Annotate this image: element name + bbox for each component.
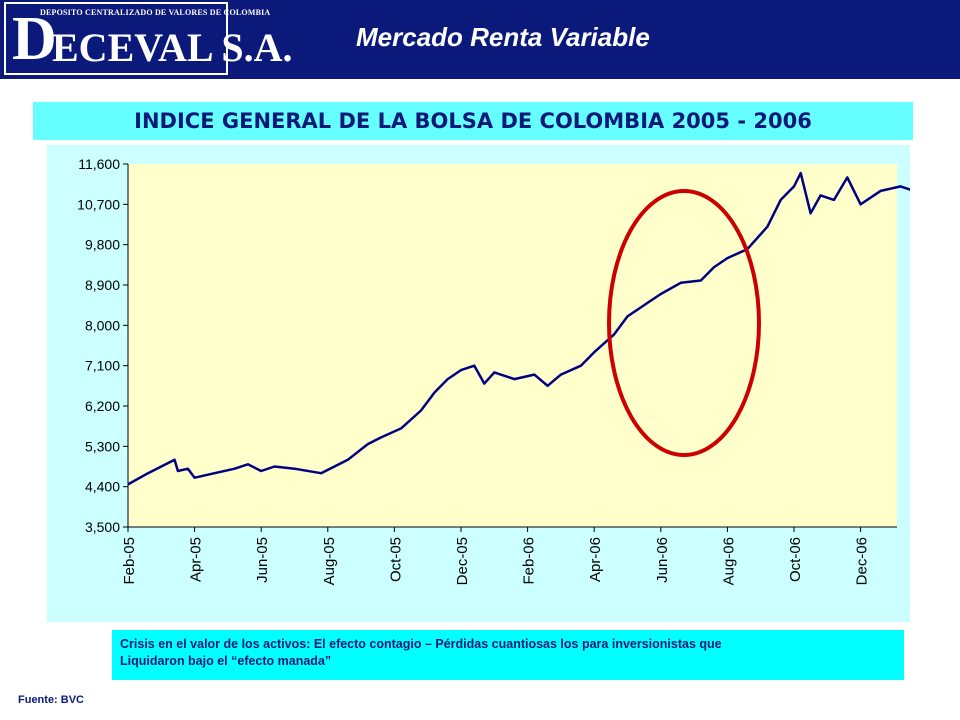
x-tick-label: Feb-06 xyxy=(521,537,538,585)
y-tick-label: 4,400 xyxy=(85,479,120,495)
chart-title-bar: INDICE GENERAL DE LA BOLSA DE COLOMBIA 2… xyxy=(33,102,913,140)
plot-area xyxy=(128,164,897,527)
x-tick-label: Dec-06 xyxy=(854,537,871,585)
y-axis: 3,500 4,400 5,300 6,200 7,100 8,000 8,900 9,800… xyxy=(77,156,129,535)
y-tick-label: 5,300 xyxy=(85,438,120,454)
x-tick-label: Oct-06 xyxy=(787,537,804,582)
x-axis: Feb-05 Apr-05 Jun-05 Aug-05 Oct-05 Dec-05 Feb-… xyxy=(121,526,897,585)
crisis-highlight-ellipse xyxy=(607,189,761,457)
chart-panel: 3,500 4,400 5,300 6,200 7,100 8,000 8,900 9,800… xyxy=(47,145,960,622)
line-chart: 3,500 4,400 5,300 6,200 7,100 8,000 8,900 9,800… xyxy=(77,156,960,585)
series-line xyxy=(127,171,960,486)
y-tick-label: 8,900 xyxy=(85,277,120,293)
callout-line-2: Liquidaron bajo el “efecto manada” xyxy=(120,654,332,668)
x-tick-label: Dec-05 xyxy=(454,537,471,585)
deceval-logo: DEPOSITO CENTRALIZADO DE VALORES DE COLO… xyxy=(4,2,292,75)
logo-subtitle: DEPOSITO CENTRALIZADO DE VALORES DE COLO… xyxy=(40,8,271,17)
y-tick-label: 9,800 xyxy=(85,237,120,253)
x-tick-label: Jun-06 xyxy=(654,537,671,583)
header-bar: DEPOSITO CENTRALIZADO DE VALORES DE COLO… xyxy=(0,0,960,79)
y-tick-label: 8,000 xyxy=(85,317,120,333)
y-tick-label: 6,200 xyxy=(85,398,120,414)
y-tick-label: 3,500 xyxy=(85,519,120,535)
x-tick-label: Aug-06 xyxy=(720,537,737,585)
y-tick-label: 7,100 xyxy=(85,358,120,374)
logo-name: ECEVAL S.A. xyxy=(52,25,293,70)
page-title: Mercado Renta Variable xyxy=(356,22,650,52)
x-tick-label: Feb-05 xyxy=(121,537,138,585)
x-tick-label: Aug-05 xyxy=(321,537,338,585)
source-note: Fuente: BVC xyxy=(18,694,84,706)
crisis-callout: Crisis en el valor de los activos: El ef… xyxy=(112,630,904,680)
logo-initial: D xyxy=(12,5,57,73)
chart-title: INDICE GENERAL DE LA BOLSA DE COLOMBIA 2… xyxy=(134,109,812,133)
x-tick-label: Jun-05 xyxy=(254,537,271,583)
y-tick-label: 11,600 xyxy=(78,156,120,172)
y-tick-label: 10,700 xyxy=(77,196,120,212)
x-tick-label: Apr-05 xyxy=(188,537,205,582)
callout-line-1: Crisis en el valor de los activos: El ef… xyxy=(120,637,722,651)
x-tick-label: Oct-05 xyxy=(387,537,404,582)
x-tick-label: Apr-06 xyxy=(587,537,604,582)
